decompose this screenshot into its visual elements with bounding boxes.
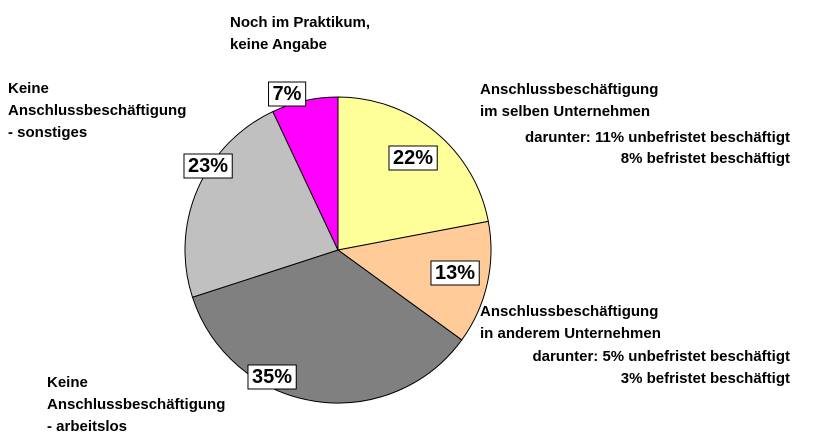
value-label: 35%	[252, 366, 292, 388]
category-label: Noch im Praktikum, keine Angabe	[230, 14, 370, 53]
value-label-box	[268, 81, 307, 107]
value-label-box	[430, 260, 480, 286]
category-label: Anschlussbeschäftigung in anderem Unterne…	[480, 303, 661, 342]
value-label: 22%	[393, 147, 433, 169]
value-label: 13%	[435, 262, 475, 284]
value-label-box	[247, 364, 297, 390]
annotation: darunter: 11% unbefristet beschäftigt	[525, 129, 790, 146]
pie-slice	[336, 220, 492, 341]
category-label: Keine Anschlussbeschäftigung - arbeitslos	[47, 374, 225, 432]
value-label: 23%	[188, 155, 228, 177]
category-label: Anschlussbeschäftigung im selben Unterneh…	[480, 81, 658, 120]
annotation: 3% befristet beschäftigt	[621, 370, 790, 387]
category-label: Keine Anschlussbeschäftigung - sonstiges	[8, 80, 186, 141]
annotation: 8% befristet beschäftigt	[621, 150, 790, 167]
value-label-box	[183, 153, 233, 179]
value-label: 7%	[273, 83, 302, 105]
annotation: darunter: 5% unbefristet beschäftigt	[532, 348, 790, 365]
pie-slice	[337, 96, 489, 251]
value-label-box	[388, 145, 438, 171]
